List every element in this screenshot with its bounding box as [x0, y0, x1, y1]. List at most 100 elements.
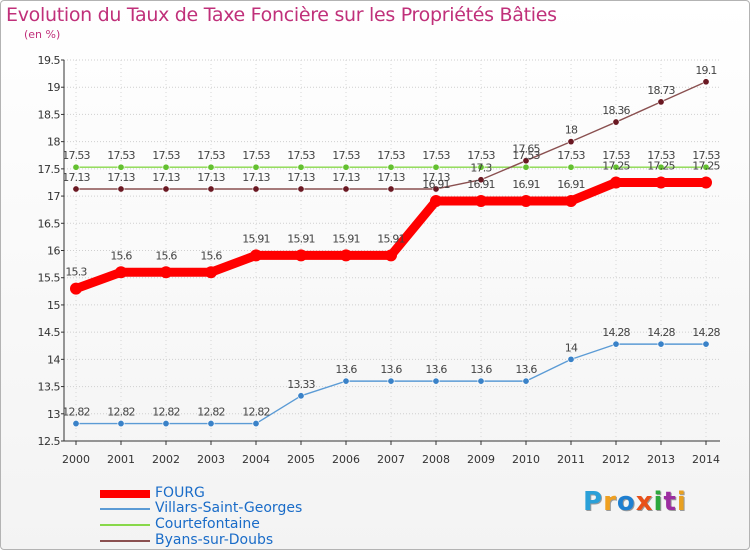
data-point-courtefontaine [522, 163, 530, 171]
data-point-byans-sur-doubs [657, 98, 665, 106]
data-point-fourg [205, 266, 217, 279]
y-tick-label: 16 [47, 245, 60, 258]
proxiti-logo: Proxiti [583, 487, 687, 517]
data-label-villars-saint-georges: 13.6 [515, 363, 537, 376]
data-point-byans-sur-doubs [207, 185, 215, 193]
data-label-fourg: 16.91 [512, 178, 540, 191]
legend-swatch-courtefontaine [100, 524, 150, 526]
data-point-villars-saint-georges [342, 377, 350, 385]
data-label-courtefontaine: 17.53 [332, 149, 360, 162]
data-label-byans-sur-doubs: 17.13 [242, 171, 270, 184]
data-label-courtefontaine: 17.53 [557, 149, 585, 162]
data-label-fourg: 17.25 [692, 159, 720, 172]
data-point-courtefontaine [117, 163, 125, 171]
data-point-villars-saint-georges [162, 420, 170, 428]
data-point-courtefontaine [702, 163, 710, 171]
data-point-byans-sur-doubs [477, 176, 485, 184]
data-point-courtefontaine [477, 163, 485, 171]
data-label-fourg: 16.91 [467, 178, 495, 191]
data-label-byans-sur-doubs: 18.36 [602, 104, 630, 117]
data-point-villars-saint-georges [207, 420, 215, 428]
data-point-villars-saint-georges [297, 392, 305, 400]
y-tick-label: 14.5 [38, 326, 61, 339]
data-point-courtefontaine [207, 163, 215, 171]
y-tick-label: 12.5 [38, 435, 61, 448]
data-point-courtefontaine [342, 163, 350, 171]
data-point-villars-saint-georges [432, 377, 440, 385]
data-label-fourg: 16.91 [557, 178, 585, 191]
data-point-fourg [160, 266, 172, 279]
data-point-courtefontaine [387, 163, 395, 171]
data-label-byans-sur-doubs: 17.13 [62, 171, 90, 184]
data-label-courtefontaine: 17.53 [647, 149, 675, 162]
data-label-byans-sur-doubs: 17.13 [107, 171, 135, 184]
data-label-villars-saint-georges: 14.28 [602, 326, 630, 339]
y-tick-label: 13.5 [38, 381, 61, 394]
data-label-villars-saint-georges: 13.6 [380, 363, 402, 376]
legend-label-courtefontaine: Courtefontaine [155, 516, 260, 532]
chart-title: Evolution du Taux de Taxe Foncière sur l… [6, 4, 557, 26]
data-label-byans-sur-doubs: 18.73 [647, 84, 675, 97]
data-point-courtefontaine [72, 163, 80, 171]
data-point-courtefontaine [297, 163, 305, 171]
x-tick-label: 2013 [647, 453, 675, 466]
line-chart: 12.5 13 13.5 14 14.5 15 15.5 16 16.5 17 17.5 18 18.5… [38, 54, 722, 466]
x-tick-label: 2010 [512, 453, 540, 466]
x-tick-label: 2005 [287, 453, 315, 466]
data-label-villars-saint-georges: 12.82 [62, 406, 90, 419]
data-label-byans-sur-doubs: 17.13 [197, 171, 225, 184]
x-tick-label: 2003 [197, 453, 225, 466]
data-point-byans-sur-doubs [702, 78, 710, 86]
legend-swatch-fourg [100, 490, 150, 498]
data-label-courtefontaine: 17.53 [287, 149, 315, 162]
data-label-villars-saint-georges: 13.6 [470, 363, 492, 376]
data-label-villars-saint-georges: 13.6 [335, 363, 357, 376]
legend-label-byans-sur-doubs: Byans-sur-Doubs [155, 532, 274, 548]
data-point-villars-saint-georges [252, 420, 260, 428]
data-point-fourg [700, 176, 712, 189]
y-tick-label: 15 [47, 299, 60, 312]
logo-letter: i [653, 487, 664, 517]
y-tick-label: 17.5 [38, 163, 61, 176]
data-label-villars-saint-georges: 13.33 [287, 378, 315, 391]
data-label-byans-sur-doubs: 18 [565, 124, 578, 137]
legend-swatch-byans-sur-doubs [100, 540, 150, 542]
x-tick-label: 2014 [692, 453, 720, 466]
data-label-byans-sur-doubs: 17.13 [332, 171, 360, 184]
data-point-fourg [250, 249, 262, 262]
x-tick-label: 2009 [467, 453, 495, 466]
data-point-villars-saint-georges [72, 420, 80, 428]
data-label-fourg: 15.91 [377, 232, 405, 245]
data-point-villars-saint-georges [702, 340, 710, 348]
data-point-fourg [610, 176, 622, 189]
y-tick-label: 16.5 [38, 217, 61, 230]
data-point-fourg [295, 249, 307, 262]
data-label-courtefontaine: 17.53 [377, 149, 405, 162]
data-point-fourg [340, 249, 352, 262]
data-label-fourg: 17.25 [602, 159, 630, 172]
data-point-fourg [655, 176, 667, 189]
y-tick-label: 19.5 [38, 54, 61, 67]
x-tick-label: 2008 [422, 453, 450, 466]
data-label-byans-sur-doubs: 17.3 [470, 162, 492, 175]
data-point-courtefontaine [612, 163, 620, 171]
data-point-byans-sur-doubs [117, 185, 125, 193]
data-label-courtefontaine: 17.53 [602, 149, 630, 162]
data-point-fourg [385, 249, 397, 262]
data-point-byans-sur-doubs [297, 185, 305, 193]
data-point-courtefontaine [162, 163, 170, 171]
data-point-villars-saint-georges [522, 377, 530, 385]
data-label-courtefontaine: 17.53 [467, 149, 495, 162]
data-point-fourg [115, 266, 127, 279]
data-label-villars-saint-georges: 14 [565, 341, 578, 354]
unit-label: (en %) [24, 28, 61, 41]
data-point-villars-saint-georges [612, 340, 620, 348]
data-label-fourg: 15.91 [242, 232, 270, 245]
x-tick-label: 2007 [377, 453, 405, 466]
x-tick-label: 2012 [602, 453, 630, 466]
data-label-fourg: 15.91 [332, 232, 360, 245]
data-point-byans-sur-doubs [387, 185, 395, 193]
legend-label-fourg: FOURG [155, 485, 205, 501]
data-point-courtefontaine [252, 163, 260, 171]
data-label-villars-saint-georges: 13.6 [425, 363, 447, 376]
